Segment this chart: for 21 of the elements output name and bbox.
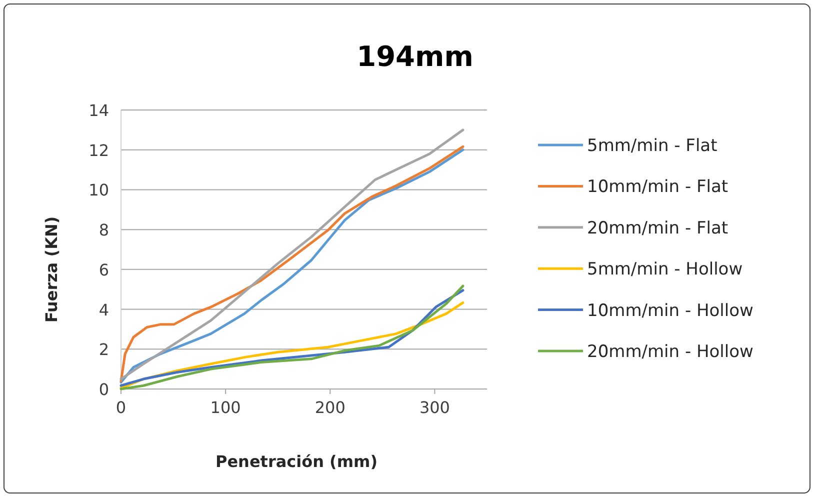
x-axis-title: Penetración (mm) [215,452,378,471]
y-tick-label: 10 [88,180,109,200]
chart-title: 194mm [356,40,474,73]
x-tick-label: 200 [314,398,346,417]
legend-label: 10mm/min - Flat [587,177,728,198]
y-tick-label: 2 [98,340,109,360]
x-tick-label: 0 [116,398,126,417]
legend-label: 5mm/min - Flat [587,136,718,156]
y-tick-label: 12 [88,140,109,160]
y-tick-label: 6 [98,260,109,280]
y-tick-label: 8 [98,220,109,240]
y-tick-label: 14 [88,101,109,120]
x-tick-label: 100 [210,398,241,417]
legend-label: 5mm/min - Hollow [587,260,743,280]
legend-label: 20mm/min - Flat [587,218,728,238]
legend-label: 10mm/min - Hollow [587,300,754,321]
y-axis-title: Fuerza (KN) [42,216,61,323]
x-tick-label: 300 [419,398,450,417]
legend-label: 20mm/min - Hollow [587,342,754,362]
y-tick-label: 0 [98,380,109,399]
y-tick-label: 4 [98,300,109,320]
